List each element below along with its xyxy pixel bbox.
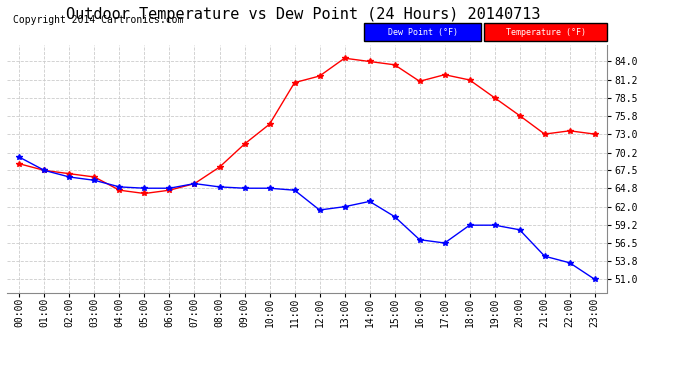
Text: Outdoor Temperature vs Dew Point (24 Hours) 20140713: Outdoor Temperature vs Dew Point (24 Hou… xyxy=(66,8,541,22)
Text: Temperature (°F): Temperature (°F) xyxy=(506,27,586,36)
Text: Dew Point (°F): Dew Point (°F) xyxy=(388,27,457,36)
Text: Copyright 2014 Cartronics.com: Copyright 2014 Cartronics.com xyxy=(13,15,184,25)
FancyBboxPatch shape xyxy=(484,23,607,41)
FancyBboxPatch shape xyxy=(364,23,481,41)
